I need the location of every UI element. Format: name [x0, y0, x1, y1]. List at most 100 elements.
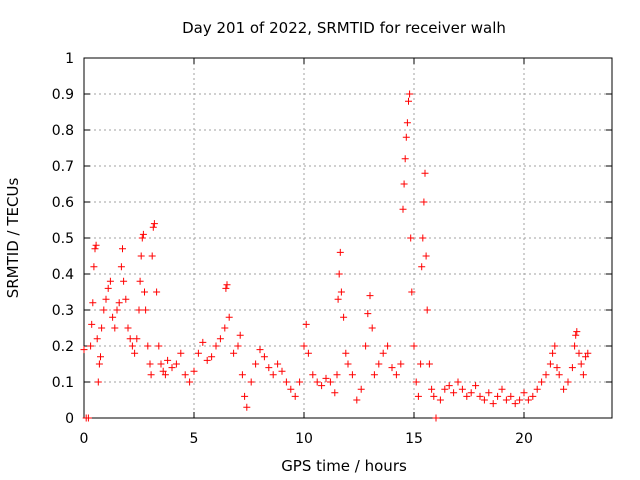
data-point [98, 324, 106, 332]
data-point [436, 396, 444, 404]
data-point [408, 288, 416, 296]
data-point [401, 155, 409, 163]
data-point [368, 324, 376, 332]
data-point [572, 331, 580, 339]
data-point [342, 349, 350, 357]
data-point [133, 335, 141, 343]
data-point [137, 252, 145, 260]
data-point [309, 371, 317, 379]
data-point [454, 378, 462, 386]
data-point [546, 360, 554, 368]
data-point [186, 378, 194, 386]
data-point [538, 378, 546, 386]
data-point [422, 252, 430, 260]
data-point [109, 313, 117, 321]
data-point [560, 385, 568, 393]
data-point [362, 342, 370, 350]
data-point [568, 364, 576, 372]
x-axis-label: GPS time / hours [281, 457, 407, 475]
data-point [106, 277, 114, 285]
data-point [247, 378, 255, 386]
data-point [144, 342, 152, 350]
data-point [326, 378, 334, 386]
data-point [91, 245, 99, 253]
y-tick-label: 0.6 [52, 195, 74, 211]
data-point [337, 288, 345, 296]
data-point [402, 133, 410, 141]
data-point [392, 371, 400, 379]
data-point [388, 364, 396, 372]
data-point [104, 284, 112, 292]
data-point [92, 241, 100, 249]
data-point [115, 299, 123, 307]
y-tick-label: 0.2 [52, 339, 74, 355]
data-point [549, 349, 557, 357]
x-tick-label: 20 [515, 431, 533, 447]
data-point [425, 360, 433, 368]
data-point [194, 349, 202, 357]
data-point [177, 349, 185, 357]
data-point [467, 389, 475, 397]
data-point [412, 378, 420, 386]
data-point [507, 392, 515, 400]
data-point [318, 382, 326, 390]
data-point [168, 364, 176, 372]
y-tick-label: 0 [65, 411, 74, 427]
data-point [203, 356, 211, 364]
data-point [353, 396, 361, 404]
data-point [221, 324, 229, 332]
data-point [423, 306, 431, 314]
data-point [87, 342, 95, 350]
y-tick-label: 0.4 [52, 267, 74, 283]
data-points [80, 90, 592, 422]
data-point [555, 371, 563, 379]
data-point [418, 263, 426, 271]
data-point [95, 360, 103, 368]
data-point [164, 356, 172, 364]
data-point [577, 360, 585, 368]
data-point [520, 389, 528, 397]
data-point [432, 414, 440, 422]
data-point [331, 389, 339, 397]
data-point [313, 378, 321, 386]
data-point [149, 223, 157, 231]
x-tick-label: 0 [80, 431, 89, 447]
data-point [476, 392, 484, 400]
data-point [131, 349, 139, 357]
data-point [265, 364, 273, 372]
data-point [357, 385, 365, 393]
data-point [100, 306, 108, 314]
data-point [334, 295, 342, 303]
data-point [282, 378, 290, 386]
data-point [348, 371, 356, 379]
data-point [498, 385, 506, 393]
data-point [208, 353, 216, 361]
data-point [147, 371, 155, 379]
data-point [113, 306, 121, 314]
data-point [399, 205, 407, 213]
data-point [450, 389, 458, 397]
data-point [575, 349, 583, 357]
data-point [406, 90, 414, 98]
data-point [97, 353, 104, 361]
data-point [472, 382, 480, 390]
data-point [94, 378, 102, 386]
data-point [458, 385, 466, 393]
data-point [126, 335, 134, 343]
data-point [142, 306, 150, 314]
data-point [102, 295, 110, 303]
data-point [84, 414, 92, 422]
data-point [579, 371, 587, 379]
data-point [260, 353, 268, 361]
data-point [421, 169, 429, 177]
data-point [190, 367, 198, 375]
data-point [120, 277, 128, 285]
x-tick-label: 15 [405, 431, 423, 447]
data-point [111, 324, 119, 332]
data-point [159, 367, 167, 375]
data-point [364, 310, 372, 318]
data-point [138, 234, 146, 242]
data-point [564, 378, 572, 386]
data-point [141, 288, 148, 296]
